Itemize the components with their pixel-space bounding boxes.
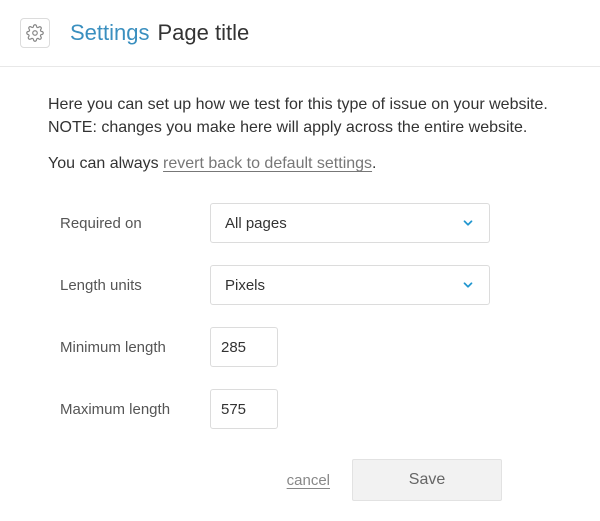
revert-suffix: . [372,155,376,172]
length-units-value: Pixels [225,277,265,294]
length-units-select[interactable]: Pixels [210,265,490,305]
revert-link[interactable]: revert back to default settings [163,155,372,172]
min-length-input[interactable] [210,327,278,367]
required-on-label: Required on [60,215,210,232]
row-max-length: Maximum length [60,389,552,429]
actions: cancel Save [48,451,552,501]
chevron-down-icon [461,278,475,292]
chevron-down-icon [461,216,475,230]
max-length-label: Maximum length [60,401,210,418]
settings-heading: Settings [64,20,150,46]
required-on-select[interactable]: All pages [210,203,490,243]
cancel-button[interactable]: cancel [287,472,330,489]
row-min-length: Minimum length [60,327,552,367]
intro-text: Here you can set up how we test for this… [48,93,552,139]
length-units-label: Length units [60,277,210,294]
gear-icon [20,18,50,48]
min-length-label: Minimum length [60,339,210,356]
required-on-value: All pages [225,215,287,232]
row-required-on: Required on All pages [60,203,552,243]
max-length-input[interactable] [210,389,278,429]
revert-line: You can always revert back to default se… [48,155,552,173]
revert-prefix: You can always [48,155,163,172]
page-title: Page title [158,20,250,46]
save-button[interactable]: Save [352,459,502,501]
content: Here you can set up how we test for this… [0,67,600,521]
header: Settings Page title [0,0,600,67]
row-length-units: Length units Pixels [60,265,552,305]
form-area: Required on All pages Length units Pixel… [48,203,552,429]
